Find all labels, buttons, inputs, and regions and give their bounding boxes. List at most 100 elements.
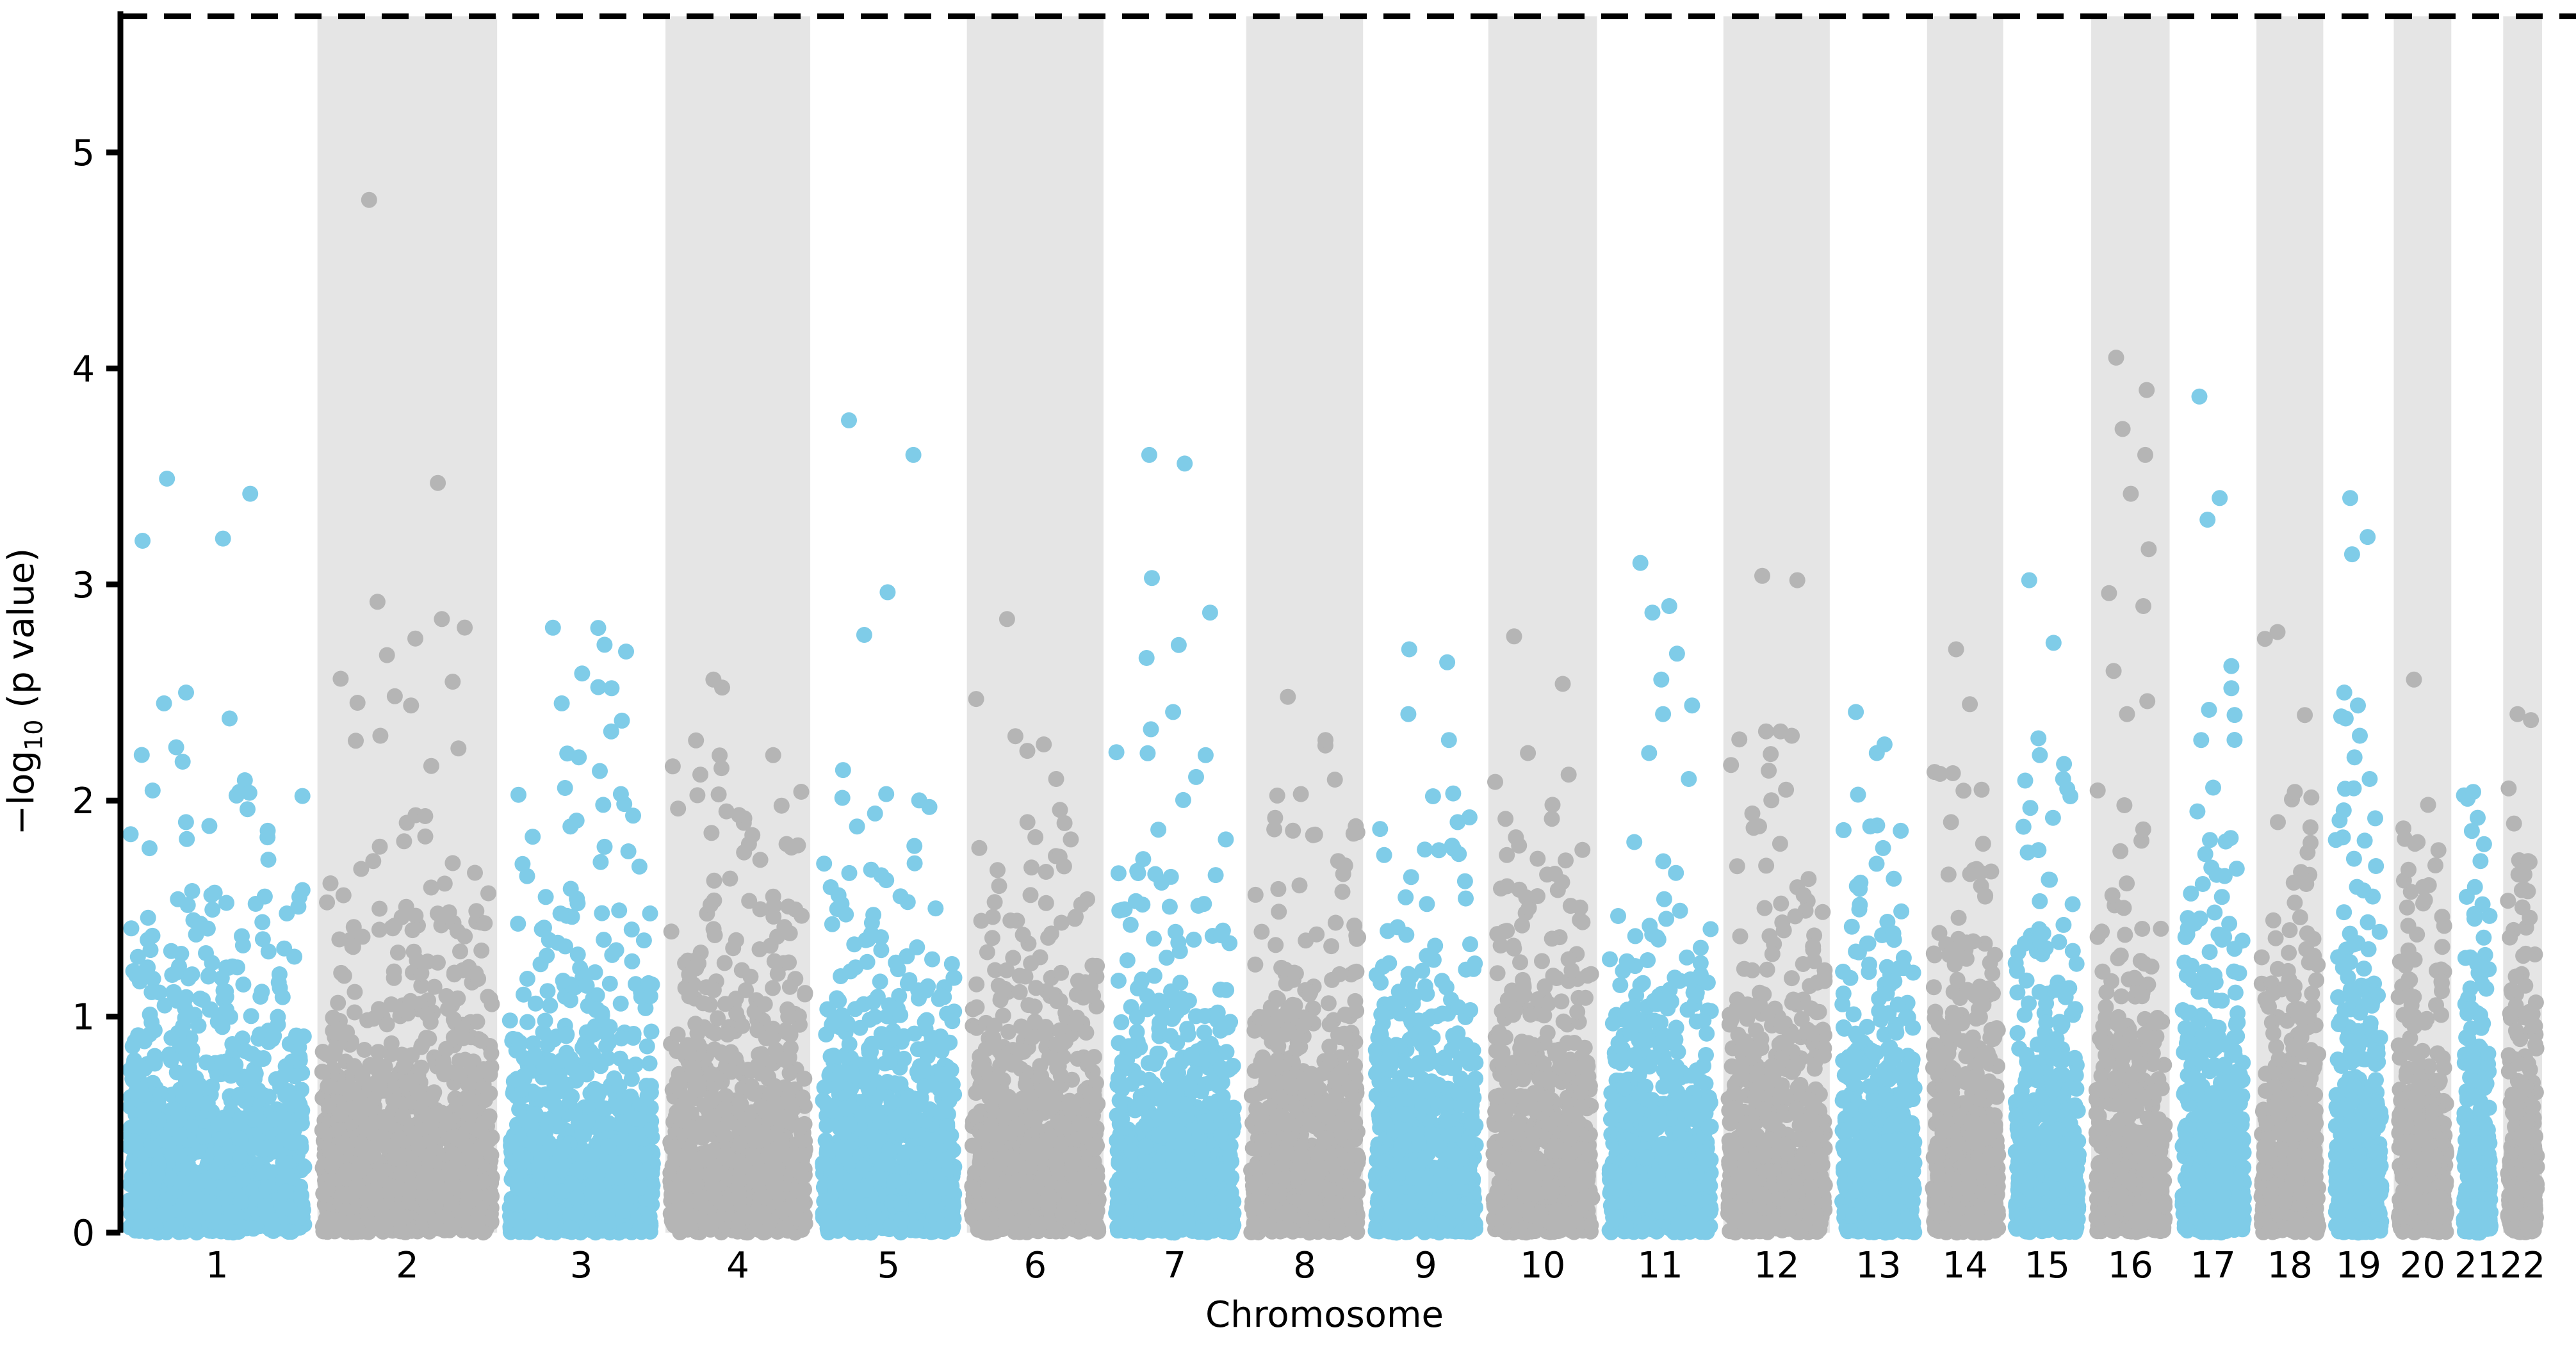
- snp-point: [756, 1224, 773, 1240]
- snp-point: [133, 747, 150, 763]
- snp-point: [276, 940, 293, 957]
- snp-point: [816, 855, 833, 872]
- snp-point: [790, 1210, 806, 1227]
- snp-point: [705, 982, 722, 998]
- snp-point: [631, 858, 648, 875]
- snp-point-top-hit: [369, 594, 386, 610]
- snp-point: [318, 1210, 334, 1227]
- snp-point: [406, 1126, 423, 1143]
- snp-point: [537, 1012, 553, 1029]
- snp-point-top-hit: [553, 695, 570, 711]
- snp-point: [348, 733, 364, 749]
- snp-point: [414, 1037, 430, 1053]
- snp-point: [675, 1112, 692, 1129]
- snp-point: [386, 969, 402, 986]
- snp-point: [587, 964, 603, 980]
- snp-point: [841, 864, 858, 881]
- snp-point: [781, 978, 798, 995]
- snp-point: [122, 826, 139, 843]
- snp-point: [471, 1122, 487, 1139]
- snp-point: [143, 984, 160, 1000]
- snp-point: [639, 1087, 656, 1104]
- snp-point: [349, 695, 366, 711]
- snp-point: [842, 963, 859, 980]
- snp-point: [332, 670, 349, 687]
- snp-point: [135, 533, 151, 549]
- snp-point: [199, 1095, 216, 1112]
- snp-point: [249, 1050, 266, 1066]
- snp-point: [594, 1005, 610, 1021]
- snp-point: [168, 964, 184, 981]
- snp-point: [132, 1220, 149, 1237]
- snp-point: [185, 1212, 202, 1229]
- snp-point: [322, 1142, 338, 1159]
- snp-point: [664, 758, 681, 775]
- snp-point: [213, 1151, 230, 1167]
- snp-point: [236, 772, 253, 788]
- snp-point-top-hit: [612, 786, 629, 802]
- snp-point: [371, 838, 388, 855]
- snp-point: [752, 852, 769, 868]
- snp-point: [266, 1111, 283, 1128]
- snp-point: [127, 1135, 144, 1151]
- snp-point: [140, 1199, 157, 1216]
- snp-point: [398, 815, 415, 831]
- snp-point: [270, 1009, 286, 1025]
- snp-point: [757, 1189, 774, 1206]
- snp-point: [582, 1184, 599, 1201]
- snp-point: [623, 1071, 640, 1087]
- snp-point: [519, 1113, 535, 1130]
- snp-point-top-hit: [705, 671, 722, 688]
- snp-point-top-hit: [361, 191, 377, 208]
- snp-point-top-hit: [736, 844, 753, 861]
- snp-point: [356, 1042, 373, 1058]
- snp-point: [446, 1128, 463, 1145]
- snp-point: [382, 1183, 399, 1199]
- snp-point-top-hit: [174, 754, 191, 770]
- snp-point: [569, 1190, 585, 1206]
- snp-point: [203, 887, 220, 904]
- snp-point: [623, 921, 640, 938]
- snp-point: [512, 1146, 529, 1162]
- snp-point: [792, 1183, 808, 1199]
- snp-point-top-hit: [159, 471, 175, 487]
- snp-point: [218, 895, 234, 911]
- snp-point-top-hit: [242, 485, 259, 502]
- snp-point: [552, 905, 569, 922]
- snp-point: [480, 885, 496, 902]
- snp-point: [390, 1131, 407, 1147]
- snp-point: [600, 1138, 617, 1155]
- snp-point: [749, 1022, 766, 1039]
- snp-point: [271, 966, 288, 982]
- snp-point: [467, 1066, 483, 1083]
- snp-point: [127, 1117, 144, 1134]
- snp-point: [670, 800, 687, 817]
- snp-point: [343, 1215, 359, 1231]
- snp-point: [716, 955, 733, 971]
- snp-point: [511, 1037, 528, 1053]
- snp-point: [198, 945, 214, 961]
- snp-point: [184, 883, 200, 899]
- snp-point: [282, 1201, 298, 1217]
- snp-point: [462, 1107, 478, 1123]
- snp-point: [443, 1196, 460, 1212]
- snp-point: [741, 893, 758, 909]
- snp-point: [510, 916, 526, 932]
- snp-point: [581, 1161, 598, 1178]
- snp-point: [751, 1132, 767, 1149]
- snp-point: [124, 1156, 141, 1172]
- snp-point: [642, 1122, 659, 1139]
- snp-point: [423, 1119, 439, 1135]
- snp-point: [614, 1098, 630, 1115]
- snp-point: [536, 1059, 553, 1076]
- snp-point: [179, 896, 196, 913]
- snp-point-top-hit: [614, 712, 630, 729]
- snp-point: [314, 1064, 330, 1080]
- snp-point: [450, 1065, 466, 1082]
- snp-point: [483, 1045, 500, 1062]
- snp-point: [596, 932, 612, 948]
- snp-point: [592, 854, 609, 870]
- snp-point: [596, 838, 613, 855]
- snp-point: [779, 1001, 796, 1017]
